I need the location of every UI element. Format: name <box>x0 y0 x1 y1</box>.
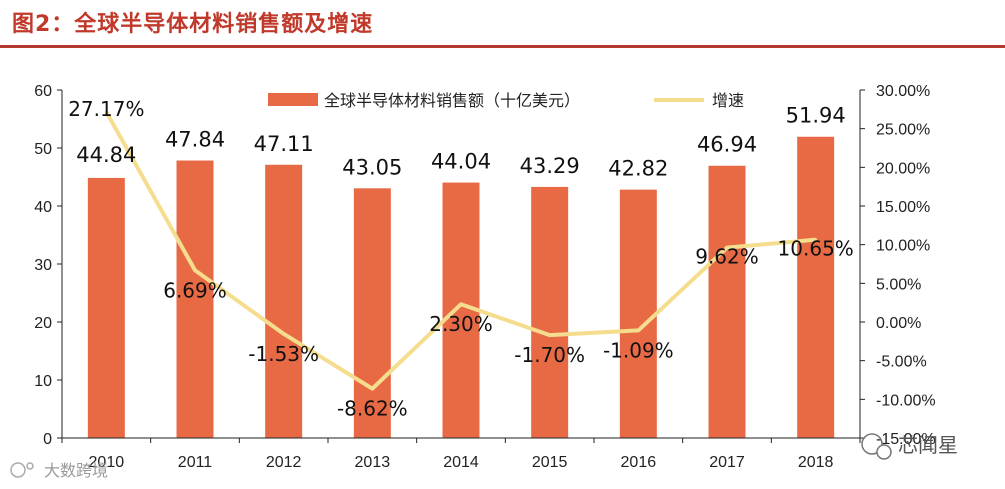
growth-value-label: 10.65% <box>778 237 854 261</box>
x-tick-label: 2014 <box>443 454 479 471</box>
right-tick-label: 25.00% <box>876 122 930 139</box>
left-tick-label: 10 <box>34 373 52 390</box>
watermark-right: 芯闻星 <box>861 433 958 460</box>
growth-value-label: -1.53% <box>248 342 319 366</box>
x-tick-label: 2013 <box>355 454 391 471</box>
x-tick-label: 2017 <box>709 454 745 471</box>
bar <box>87 177 125 439</box>
growth-point <box>370 387 374 391</box>
bar <box>797 136 835 439</box>
bar <box>265 164 303 438</box>
figure-title: 图2：全球半导体材料销售额及增速 <box>12 12 374 37</box>
right-tick-label: 5.00% <box>876 276 921 293</box>
x-axis: 2010 2011 2012 2013 2014 2015 2016 2017 2018 <box>61 437 861 471</box>
bar-value-label: 46.94 <box>697 133 757 157</box>
growth-point <box>725 246 729 250</box>
bar-value-label: 51.94 <box>786 104 846 128</box>
bar-series <box>87 136 835 439</box>
right-axis: -15.00% -10.00% -5.00% 0.00% 5.00% 10.00% 15.0… <box>859 83 936 448</box>
watermark-right-text: 芯闻星 <box>898 433 958 457</box>
bar <box>531 186 569 438</box>
right-tick-label: 10.00% <box>876 238 930 255</box>
right-tick-label: 0.00% <box>876 315 921 332</box>
growth-value-label: 27.17% <box>68 97 144 121</box>
x-tick-label: 2018 <box>798 454 834 471</box>
legend-line-label: 增速 <box>712 91 744 110</box>
right-tick-label: 30.00% <box>876 83 930 100</box>
bar <box>708 165 746 439</box>
growth-point <box>282 332 286 336</box>
bar-value-label: 43.05 <box>342 155 402 179</box>
growth-line-series <box>104 110 818 391</box>
bar-labels: 44.84 47.84 47.11 43.05 44.04 43.29 42.82 46.94… <box>76 104 845 181</box>
left-tick-label: 50 <box>34 141 52 158</box>
bar-value-label: 44.04 <box>431 150 491 174</box>
growth-point <box>104 110 108 114</box>
left-tick-label: 0 <box>43 431 52 448</box>
growth-point <box>814 238 818 242</box>
bar-value-label: 47.11 <box>254 132 314 156</box>
title-rule <box>0 45 1005 48</box>
left-tick-label: 40 <box>34 199 52 216</box>
growth-point <box>548 333 552 337</box>
left-tick-label: 20 <box>34 315 52 332</box>
growth-value-label: 6.69% <box>163 278 227 302</box>
left-axis: 0 10 20 30 40 50 60 <box>34 83 63 448</box>
right-tick-label: 15.00% <box>876 199 930 216</box>
weibo-icon-dot <box>26 462 34 470</box>
wechat-icon <box>861 433 883 455</box>
line-labels: 27.17% 6.69% -1.53% -8.62% 2.30% -1.70% -1.09%… <box>68 97 854 421</box>
right-tick-label: 20.00% <box>876 160 930 177</box>
legend-bar-label: 全球半导体材料销售额（十亿美元） <box>324 91 580 110</box>
watermark-left-text: 大数跨境 <box>44 461 108 480</box>
growth-point <box>459 302 463 306</box>
x-tick-label: 2015 <box>532 454 568 471</box>
left-tick-label: 60 <box>34 83 52 100</box>
bar-value-label: 43.29 <box>520 154 580 178</box>
right-tick-label: -5.00% <box>876 354 927 371</box>
legend: 全球半导体材料销售额（十亿美元） 增速 <box>268 91 744 110</box>
left-tick-label: 30 <box>34 257 52 274</box>
growth-value-label: -1.70% <box>514 343 585 367</box>
legend-bar-swatch <box>268 93 318 106</box>
growth-value-label: 9.62% <box>695 245 759 269</box>
right-tick-label: -10.00% <box>876 392 936 409</box>
bar <box>619 189 657 438</box>
growth-point <box>636 328 640 332</box>
x-tick-label: 2016 <box>621 454 657 471</box>
bar-value-label: 47.84 <box>165 128 225 152</box>
x-tick-label: 2011 <box>178 454 213 471</box>
bar <box>176 160 214 438</box>
growth-value-label: 2.30% <box>429 312 493 336</box>
weibo-icon <box>10 462 26 478</box>
bar-value-label: 44.84 <box>76 143 136 167</box>
x-tick-label: 2012 <box>266 454 302 471</box>
watermark-left: 大数跨境 <box>10 461 108 480</box>
growth-point <box>193 268 197 272</box>
bar <box>353 188 391 438</box>
x-tick-label: 2010 <box>89 454 125 471</box>
bar-value-label: 42.82 <box>608 157 668 181</box>
wechat-icon-small <box>876 444 892 460</box>
growth-value-label: -1.09% <box>603 338 674 362</box>
right-tick-label: -15.00% <box>876 431 936 448</box>
growth-value-label: -8.62% <box>337 397 408 421</box>
